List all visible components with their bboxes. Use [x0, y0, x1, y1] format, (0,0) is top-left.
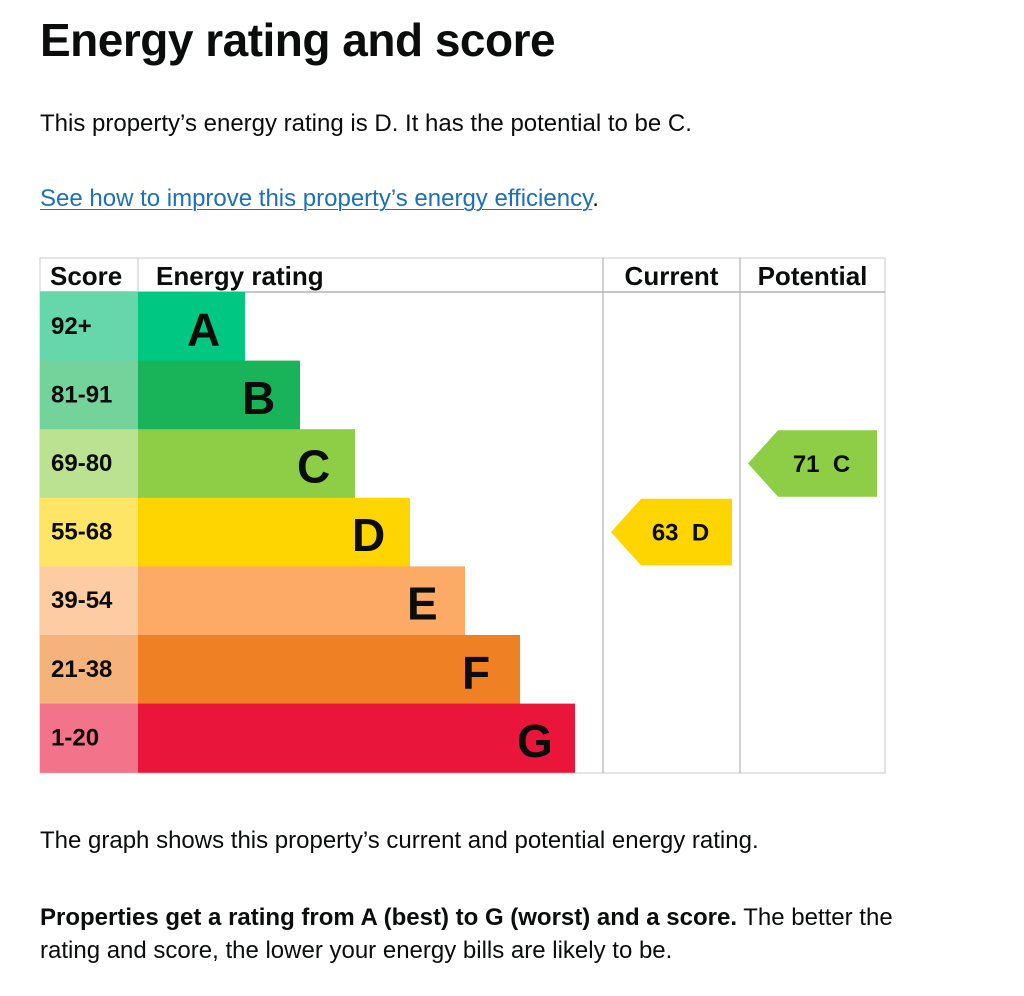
rating-letter: G	[517, 715, 553, 767]
score-label: 81-91	[51, 381, 112, 408]
score-label: 69-80	[51, 450, 112, 477]
score-cell	[40, 497, 138, 567]
current-rating-label: 63 D	[652, 520, 709, 547]
potential-rating-arrow	[748, 430, 877, 497]
score-label: 92+	[51, 313, 92, 340]
rating-explainer-rest: The better the rating and score, the low…	[40, 904, 893, 964]
graph-caption: The graph shows this property’s current …	[40, 827, 759, 854]
rating-bar	[138, 360, 300, 430]
rating-letter: A	[187, 303, 220, 355]
score-cell	[40, 703, 138, 773]
rating-bar	[138, 429, 355, 499]
score-cell	[40, 292, 138, 362]
rating-letter: B	[242, 372, 275, 424]
rating-letter: E	[407, 578, 438, 630]
improve-paragraph: See how to improve this property’s energ…	[40, 183, 599, 215]
improve-link-punctuation: .	[592, 185, 599, 212]
score-label: 21-38	[51, 656, 112, 683]
rating-bar	[138, 497, 410, 567]
rating-bar	[138, 635, 520, 705]
score-cell	[40, 429, 138, 499]
header-potential: Potential	[758, 261, 868, 291]
rating-letter: F	[462, 646, 490, 698]
score-label: 39-54	[51, 587, 113, 614]
energy-rating-summary: This property’s energy rating is D. It h…	[40, 110, 692, 137]
rating-explainer: Properties get a rating from A (best) to…	[40, 901, 920, 967]
rating-bar	[138, 292, 245, 362]
current-rating-arrow	[611, 498, 732, 566]
rating-letter: D	[352, 509, 385, 561]
page-title: Energy rating and score	[40, 14, 556, 66]
potential-rating-label: 71 C	[793, 451, 850, 478]
score-label: 55-68	[51, 519, 112, 546]
rating-bar	[138, 566, 465, 636]
score-cell	[40, 635, 138, 705]
score-cell	[40, 566, 138, 636]
header-current: Current	[625, 261, 719, 291]
header-score: Score	[50, 261, 122, 291]
rating-bar	[138, 703, 575, 773]
score-cell	[40, 360, 138, 430]
rating-letter: C	[297, 441, 330, 493]
improve-efficiency-link[interactable]: See how to improve this property’s energ…	[40, 185, 593, 212]
header-energy-rating: Energy rating	[156, 261, 324, 291]
rating-explainer-bold: Properties get a rating from A (best) to…	[40, 904, 737, 931]
score-label: 1-20	[51, 724, 99, 751]
energy-rating-chart: Score Energy rating Current Potential 92+ A 81…	[39, 257, 886, 774]
